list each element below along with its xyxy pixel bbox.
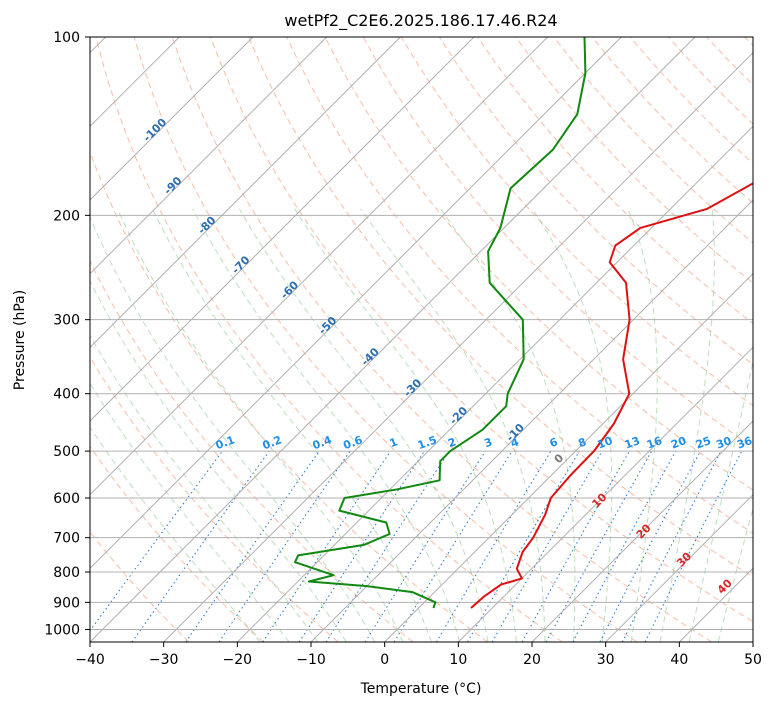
isotherm-grid-line — [384, 272, 753, 642]
axis-ticks: −40 −30 −20 −10 0 10 20 30 40 5010020030040050060… — [44, 30, 762, 668]
y-axis-label: Pressure (hPa) — [12, 290, 28, 390]
plot-background — [90, 37, 753, 642]
moist-adiabat-line — [90, 426, 261, 642]
x-axis-label: Temperature (°C) — [360, 681, 482, 697]
y-tick-label: 1000 — [44, 622, 80, 638]
series-layer — [294, 37, 753, 609]
grid-lines — [90, 37, 753, 642]
mixing-ratio-label: 30 — [714, 434, 733, 452]
x-tick-label: −40 — [75, 652, 105, 668]
dry-adiabat-line — [95, 37, 563, 642]
mixing-ratio-label: 0.1 — [214, 433, 237, 452]
x-tick-label: 50 — [744, 652, 762, 668]
y-tick-label: 800 — [53, 565, 80, 581]
mixing-ratio-label: 0.2 — [261, 433, 284, 452]
mixing-ratio-label: 6 — [548, 435, 560, 450]
mixing-ratio-line — [435, 450, 552, 642]
plot-frame — [89, 36, 754, 643]
mixing-ratio-label: 25 — [694, 434, 713, 451]
mixing-ratio-label: 36 — [735, 434, 754, 452]
mixing-ratio-label: 13 — [623, 434, 642, 451]
mixing-ratio-line — [218, 450, 351, 642]
dry-adiabat-line — [515, 37, 753, 284]
x-tick-label: 20 — [523, 652, 541, 668]
isotherm-grid-line — [90, 37, 622, 570]
isotherm-grid-line — [236, 125, 753, 642]
chart-title: wetPf2_C2E6.2025.186.17.46.R24 — [284, 11, 557, 31]
moist-adiabat-line — [192, 208, 461, 642]
y-tick-label: 400 — [53, 387, 80, 403]
mixing-ratio-label: 0.6 — [342, 433, 365, 452]
isotherm-grid-line — [310, 199, 753, 642]
y-tick-label: 300 — [53, 313, 80, 329]
isotherm-grid-line — [163, 51, 753, 642]
mixing-ratio-line — [599, 450, 701, 642]
isotherm-grid-line — [90, 37, 475, 422]
dry-adiabat-line — [286, 37, 753, 534]
isotherm-grid-line — [531, 420, 753, 642]
y-tick-label: 500 — [53, 444, 80, 460]
x-tick-label: −30 — [149, 652, 179, 668]
isotherm-grid-line — [90, 37, 254, 201]
mixing-ratio-line — [185, 450, 320, 642]
mixing-ratio-label: 1 — [388, 435, 400, 450]
isotherm-grid-line — [90, 37, 328, 275]
mixing-ratio-label: 3 — [482, 435, 494, 450]
mixing-ratio-line — [325, 450, 450, 642]
mixing-ratio-line — [364, 450, 486, 642]
isotherm-grid-line — [605, 493, 753, 642]
dry-adiabat-line — [171, 37, 712, 642]
mixing-ratio-label: 20 — [669, 434, 688, 452]
dry-adiabat-line — [90, 259, 414, 642]
mixing-ratio-label: 10 — [596, 434, 615, 452]
mixing-ratio-label: 2 — [446, 435, 458, 450]
isotherm-grid-line — [457, 346, 753, 642]
y-tick-label: 900 — [53, 595, 80, 611]
moist-adiabat-line — [90, 382, 290, 642]
moist-adiabat-line — [659, 208, 715, 642]
isotherm-grid-line — [90, 37, 549, 496]
dry-adiabat-line — [248, 37, 753, 578]
temperature-profile-line — [470, 182, 753, 609]
mixing-ratio-line — [572, 450, 677, 642]
dry-adiabat-line — [90, 445, 264, 642]
mixing-ratio-label: 8 — [576, 435, 588, 450]
x-tick-label: 10 — [449, 652, 467, 668]
x-tick-label: 0 — [380, 652, 389, 668]
mixing-ratio-label: 16 — [645, 434, 664, 452]
isotherm-grid-line — [90, 37, 696, 642]
x-tick-label: −20 — [223, 652, 253, 668]
x-tick-label: 30 — [597, 652, 615, 668]
mixing-ratio-label: 4 — [509, 435, 521, 450]
dry-adiabat-line — [324, 37, 753, 491]
mixing-ratio-line — [262, 450, 392, 642]
mixing-ratio-line — [467, 450, 580, 642]
y-tick-label: 700 — [53, 531, 80, 547]
mixing-ratio-label: 1.5 — [416, 433, 439, 452]
x-tick-label: −10 — [296, 652, 326, 668]
mixing-ratio-label: 0.4 — [311, 433, 334, 452]
y-tick-label: 200 — [53, 208, 80, 224]
x-tick-label: 40 — [670, 652, 688, 668]
mixing-ratio-line — [298, 450, 425, 642]
dewpoint-profile-line — [294, 37, 587, 609]
isotherm-grid-line — [90, 37, 401, 349]
y-tick-label: 600 — [53, 491, 80, 507]
y-tick-label: 100 — [53, 30, 80, 46]
